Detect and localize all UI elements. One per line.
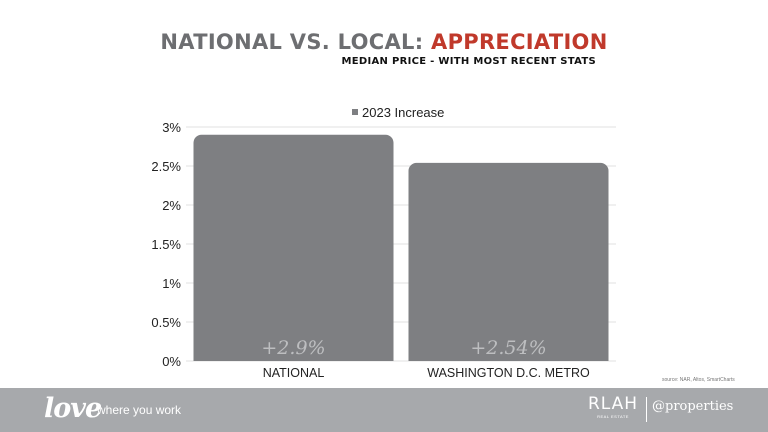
- data-label: +2.9%: [261, 337, 325, 359]
- data-label: +2.54%: [470, 337, 546, 359]
- logo-divider: [646, 397, 647, 422]
- bar: [193, 134, 394, 361]
- rlah-logo-text: RLAH: [588, 394, 639, 414]
- bar: [408, 162, 609, 361]
- footer-bar: love where you work RLAH REAL ESTATE @pr…: [0, 388, 768, 432]
- rlah-logo-subtext: REAL ESTATE: [597, 414, 629, 419]
- love-logo: love: [44, 393, 102, 424]
- category-label: NATIONAL: [263, 366, 325, 380]
- title-prefix: NATIONAL VS. LOCAL:: [160, 30, 432, 54]
- y-tick-label: 0%: [162, 354, 181, 369]
- bar-base: [408, 351, 609, 361]
- properties-logo: @properties: [652, 399, 734, 414]
- legend-swatch: [352, 109, 358, 115]
- tagline: where you work: [97, 403, 182, 417]
- source-note: source: NAR, Altos, SmartCharts: [662, 377, 735, 383]
- title-accent: APPRECIATION: [431, 30, 608, 54]
- y-tick-label: 2%: [162, 198, 181, 213]
- rlah-logo: RLAH REAL ESTATE: [588, 394, 638, 419]
- bar-chart: 0% 0.5% 1% 1.5% 2% 2.5% 3% +2.9% NATIONAL +2.54% W…: [151, 105, 616, 380]
- category-label: WASHINGTON D.C. METRO: [427, 366, 590, 380]
- y-tick-label: 1%: [162, 276, 181, 291]
- y-tick-label: 2.5%: [151, 159, 181, 174]
- bar-base: [193, 351, 394, 361]
- chart-title: NATIONAL VS. LOCAL: APPRECIATION: [0, 30, 768, 54]
- chart-subtitle: MEDIAN PRICE - WITH MOST RECENT STATS: [341, 56, 596, 67]
- y-tick-label: 3%: [162, 120, 181, 135]
- y-tick-label: 1.5%: [151, 237, 181, 252]
- legend-label: 2023 Increase: [362, 105, 444, 120]
- y-tick-label: 0.5%: [151, 315, 181, 330]
